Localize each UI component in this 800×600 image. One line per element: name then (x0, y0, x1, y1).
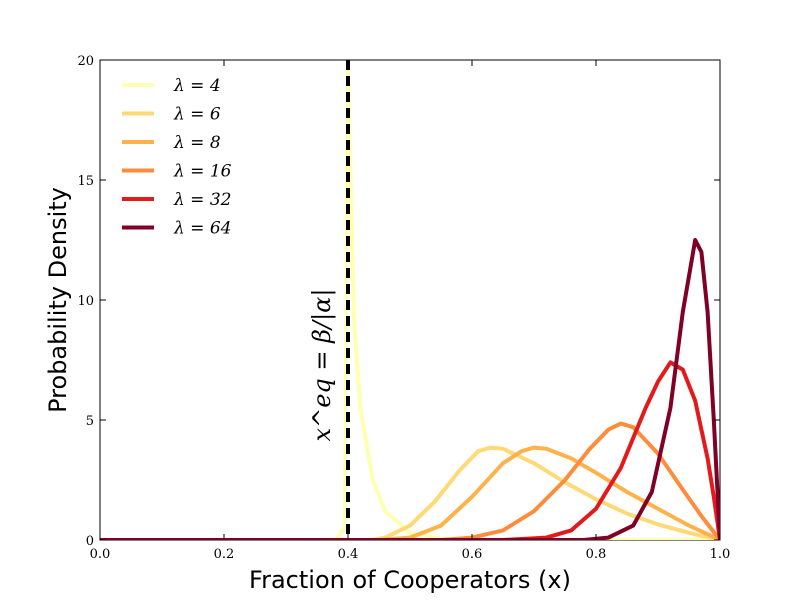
tick-layer: 0.0 0.2 0.4 0.6 0.8 1.0 0 5 10 15 20 (77, 54, 730, 562)
legend-label-5: λ = 32 (173, 190, 231, 210)
x-tick-label: 0.8 (586, 547, 607, 562)
series-layer (100, 60, 720, 540)
y-axis-label: Probability Density (44, 187, 72, 413)
equilibrium-annotation: x^eq = β/|α| (308, 289, 337, 442)
y-tick-label: 5 (86, 414, 94, 429)
series-line-6 (100, 238, 720, 540)
series-line-2 (100, 445, 720, 540)
legend-label-4: λ = 16 (173, 162, 232, 182)
legend-label-3: λ = 8 (173, 133, 221, 153)
y-tick-label: 0 (86, 534, 94, 549)
legend-label-2: λ = 6 (173, 105, 221, 125)
y-tick-label: 20 (77, 54, 94, 69)
y-tick-label: 10 (77, 294, 94, 309)
plot-frame (99, 59, 721, 541)
x-tick-label: 0.6 (462, 547, 483, 562)
x-tick-label: 1.0 (710, 547, 731, 562)
x-tick-label: 0.0 (90, 547, 111, 562)
x-tick-label: 0.4 (338, 547, 359, 562)
series-line-4 (100, 421, 720, 540)
legend-label-6: λ = 64 (173, 219, 231, 239)
x-axis-label: Fraction of Cooperators (x) (249, 566, 571, 594)
legend-label-1: λ = 4 (173, 76, 221, 96)
legend: λ = 4 λ = 6 λ = 8 λ = 16 λ = 32 λ = 64 (122, 76, 232, 239)
y-tick-label: 15 (77, 174, 94, 189)
series-line-5 (100, 360, 720, 540)
x-tick-label: 0.2 (214, 547, 235, 562)
